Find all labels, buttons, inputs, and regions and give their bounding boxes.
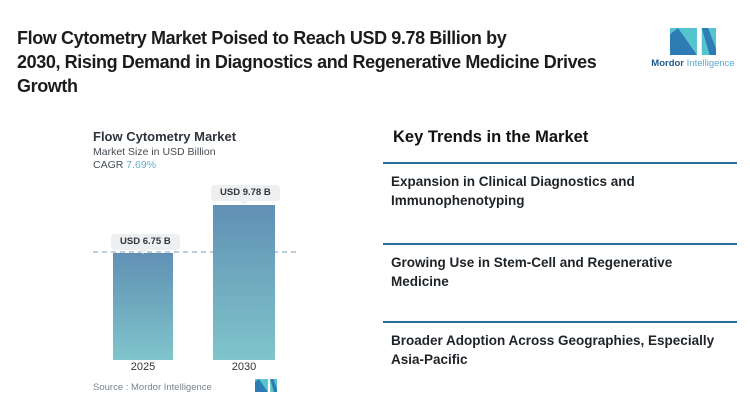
- page-title-line: Flow Cytometry Market Poised to Reach US…: [17, 28, 507, 48]
- page-title-line: 2030, Rising Demand in Diagnostics and R…: [17, 52, 597, 72]
- cagr-value: 7.69%: [126, 159, 157, 171]
- trend-item: Broader Adoption Across Geographies, Esp…: [383, 321, 737, 369]
- brand-name-light: Intelligence: [686, 58, 735, 69]
- brand-name: Mordor Intelligence: [645, 58, 741, 69]
- trend-label: Growing Use in Stem-Cell and Regenerativ…: [391, 255, 673, 289]
- brand-logo: Mordor Intelligence: [645, 28, 741, 69]
- value-label-2025: USD 6.75 B: [111, 234, 180, 250]
- bar-2025: [113, 253, 173, 360]
- trend-label: Expansion in Clinical Diagnostics and Im…: [391, 174, 635, 208]
- reference-dashed-line: [93, 251, 297, 253]
- trend-item: Expansion in Clinical Diagnostics and Im…: [383, 162, 737, 210]
- trends-heading: Key Trends in the Market: [393, 128, 589, 146]
- mordor-intelligence-logo-icon: [670, 28, 716, 55]
- x-axis-label-2025: 2025: [130, 361, 156, 373]
- x-axis-label-2030: 2030: [231, 361, 257, 373]
- source-note: Source : Mordor Intelligence: [93, 382, 212, 393]
- chart-title: Flow Cytometry Market: [93, 129, 237, 144]
- page-title: Flow Cytometry Market Poised to Reach US…: [17, 26, 597, 98]
- page-title-line: Growth: [17, 76, 78, 96]
- value-label-notch: [240, 201, 248, 205]
- trend-label: Broader Adoption Across Geographies, Esp…: [391, 333, 715, 367]
- trend-item: Growing Use in Stem-Cell and Regenerativ…: [383, 243, 737, 291]
- mordor-intelligence-mini-logo-icon: [255, 379, 277, 392]
- cagr-label: CAGR: [93, 159, 127, 171]
- brand-name-bold: Mordor: [651, 58, 684, 69]
- value-label-notch: [139, 250, 147, 254]
- chart-cagr: CAGR 7.69%: [93, 159, 156, 171]
- value-label-2030: USD 9.78 B: [211, 185, 280, 201]
- bar-2030: [213, 205, 275, 360]
- chart-subtitle: Market Size in USD Billion: [93, 146, 216, 158]
